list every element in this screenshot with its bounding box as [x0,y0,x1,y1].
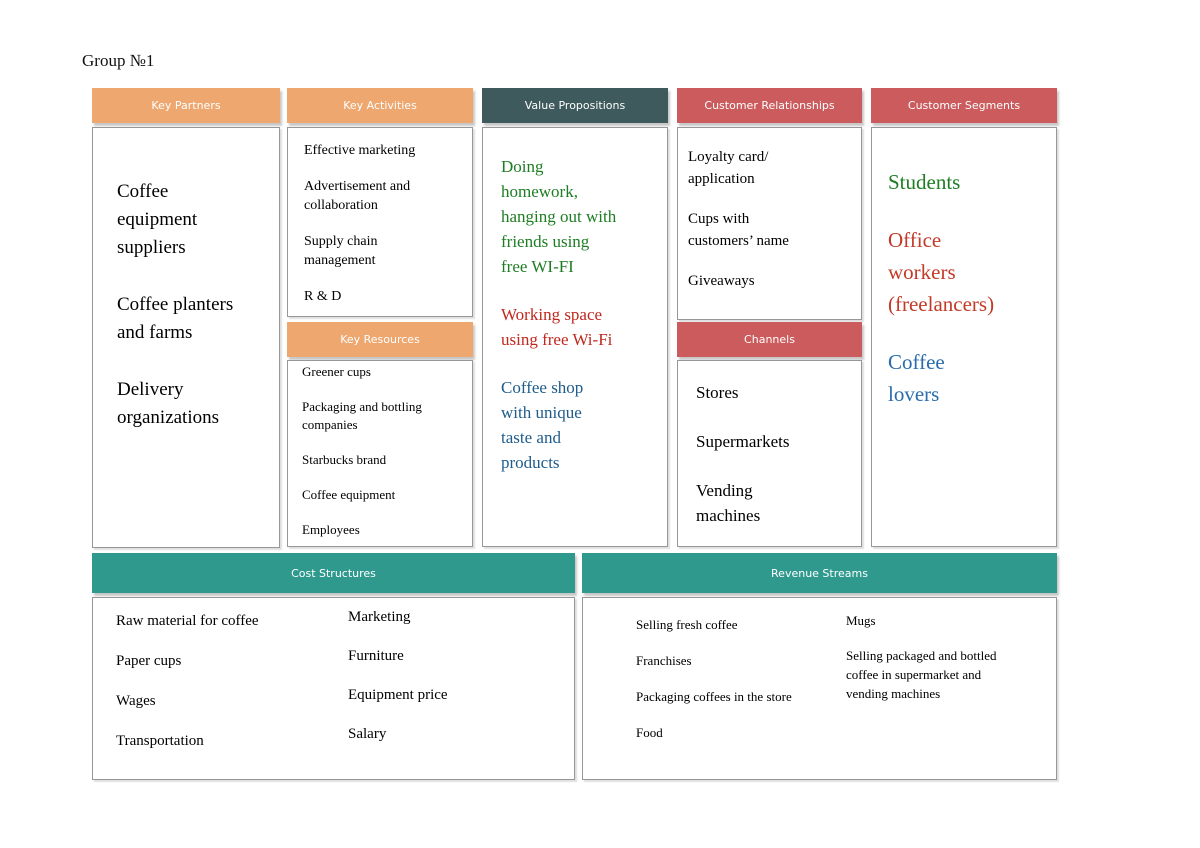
list-item: Supermarkets [696,432,790,451]
revenue-streams-column-2: Mugs Selling packaged and bottled coffee … [846,611,997,719]
list-item: Paper cups [116,653,182,669]
list-item: Coffee equipment suppliers [117,181,198,258]
key-activities-list: Effective marketing Advertisement and col… [288,128,472,306]
key-partners-box: Coffee equipment suppliers Coffee planter… [92,127,280,548]
section-header-cost-structures: Cost Structures [92,553,575,593]
section-header-key-resources: Key Resources [287,322,473,357]
customer-segments-box: Students Office workers (freelancers) Coff… [871,127,1057,547]
list-item: Working space using free Wi-Fi [501,305,613,349]
section-header-customer-segments: Customer Segments [871,88,1057,123]
list-item: Selling fresh coffee [636,617,738,632]
customer-segments-list: Students Office workers (freelancers) Coff… [872,128,1056,410]
list-item: Students [888,170,961,194]
section-header-key-partners: Key Partners [92,88,280,123]
list-item: Packaging coffees in the store [636,689,792,704]
list-item: Cups with customers’ name [688,211,789,249]
list-item: Giveaways [688,273,755,289]
list-item: Coffee planters and farms [117,294,234,343]
list-item: Supply chain management [304,234,378,268]
section-header-value-propositions: Value Propositions [482,88,668,123]
list-item: Coffee equipment [302,487,396,502]
list-item: Loyalty card/ application [688,149,769,187]
key-partners-list: Coffee equipment suppliers Coffee planter… [93,128,279,432]
list-item: Greener cups [302,364,371,379]
list-item: Raw material for coffee [116,613,259,629]
revenue-streams-box: Selling fresh coffee Franchises Packaging … [582,597,1057,780]
list-item: Packaging and bottling companies [302,399,422,432]
section-header-key-activities: Key Activities [287,88,473,123]
value-propositions-box: Doing homework, hanging out with friends… [482,127,668,547]
list-item: Coffee shop with unique taste and produc… [501,378,584,472]
channels-box: Stores Supermarkets Vending machines [677,360,862,547]
list-item: Effective marketing [304,143,416,158]
key-resources-list: Greener cups Packaging and bottling compa… [288,361,472,539]
section-header-revenue-streams: Revenue Streams [582,553,1057,593]
page-title: Group №1 [82,51,155,70]
list-item: Vending machines [696,481,761,525]
list-item: Franchises [636,653,692,668]
list-item: Delivery organizations [117,379,220,428]
list-item: R & D [304,289,342,304]
list-item: Food [636,725,663,740]
list-item: Office workers (freelancers) [888,228,995,316]
list-item: Coffee lovers [888,350,945,406]
key-resources-box: Greener cups Packaging and bottling compa… [287,360,473,547]
list-item: Salary [348,726,387,742]
list-item: Furniture [348,648,404,664]
channels-list: Stores Supermarkets Vending machines [678,361,861,528]
list-item: Advertisement and collaboration [304,179,411,213]
section-header-customer-relationships: Customer Relationships [677,88,862,123]
cost-structures-column-1: Raw material for coffee Paper cups Wages Tr… [116,611,259,771]
customer-relationships-box: Loyalty card/ application Cups with custo… [677,127,862,320]
list-item: Doing homework, hanging out with friends… [501,157,617,276]
list-item: Mugs [846,613,876,628]
revenue-streams-column-1: Selling fresh coffee Franchises Packaging … [636,615,792,759]
customer-relationships-list: Loyalty card/ application Cups with custo… [678,128,861,292]
section-header-channels: Channels [677,322,862,357]
cost-structures-column-2: Marketing Furniture Equipment price Salary [348,607,448,763]
cost-structures-box: Raw material for coffee Paper cups Wages Tr… [92,597,575,780]
value-propositions-list: Doing homework, hanging out with friends… [483,128,667,475]
list-item: Marketing [348,609,411,625]
key-activities-box: Effective marketing Advertisement and col… [287,127,473,317]
list-item: Stores [696,383,739,402]
list-item: Selling packaged and bottled coffee in s… [846,648,997,701]
list-item: Starbucks brand [302,452,387,467]
list-item: Wages [116,693,156,709]
list-item: Transportation [116,733,204,749]
list-item: Equipment price [348,687,448,703]
list-item: Employees [302,522,360,537]
